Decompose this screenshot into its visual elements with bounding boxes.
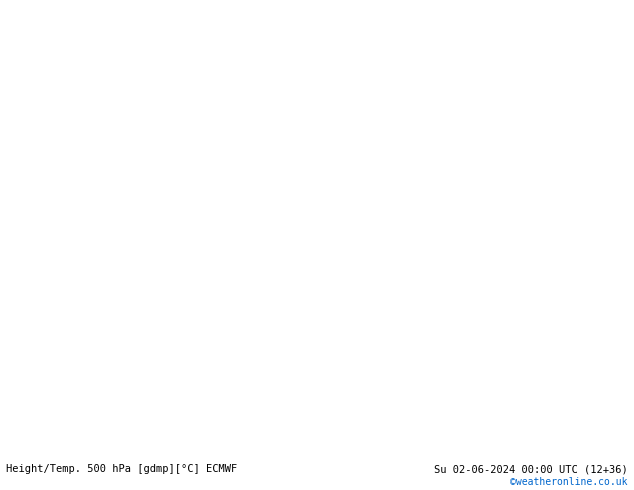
Text: Height/Temp. 500 hPa [gdmp][°C] ECMWF: Height/Temp. 500 hPa [gdmp][°C] ECMWF — [6, 465, 238, 474]
Text: ©weatheronline.co.uk: ©weatheronline.co.uk — [510, 477, 628, 487]
Text: Su 02-06-2024 00:00 UTC (12+36): Su 02-06-2024 00:00 UTC (12+36) — [434, 465, 628, 474]
